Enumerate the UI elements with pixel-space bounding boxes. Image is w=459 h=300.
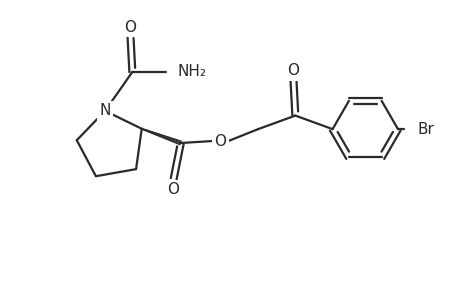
Text: O: O (167, 182, 179, 197)
Text: O: O (287, 64, 299, 79)
Text: O: O (214, 134, 226, 148)
Text: Br: Br (417, 122, 434, 136)
Text: N: N (99, 103, 111, 118)
Text: O: O (124, 20, 136, 35)
Text: NH₂: NH₂ (178, 64, 207, 80)
